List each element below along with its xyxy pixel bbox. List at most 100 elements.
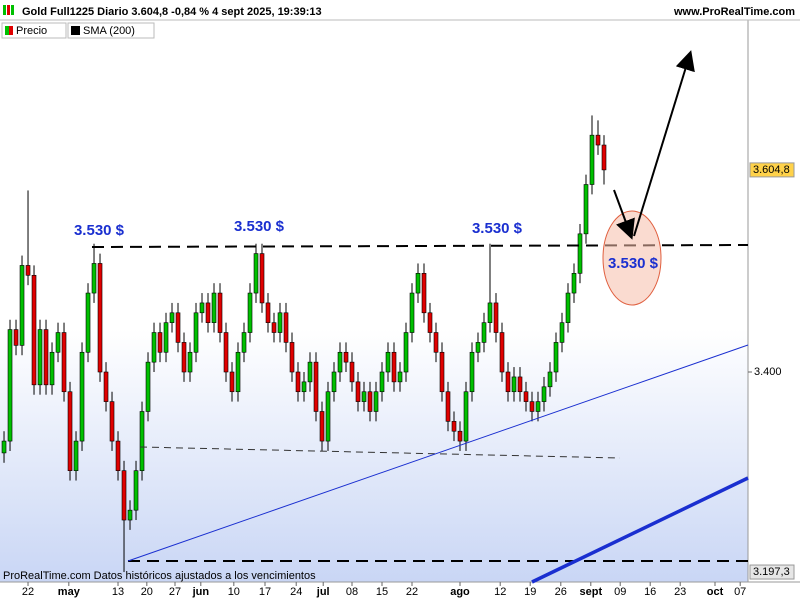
candle-body <box>559 322 565 343</box>
candle-body <box>199 302 205 314</box>
x-tick-label: 13 <box>112 586 124 598</box>
x-tick-label: 16 <box>644 586 656 598</box>
candle-body <box>37 329 43 386</box>
candle-body <box>571 273 577 294</box>
candle-body <box>349 361 355 383</box>
candle-body <box>421 273 427 314</box>
x-tick-label: jun <box>192 586 210 598</box>
candle-body <box>169 312 175 323</box>
candle-body <box>469 351 475 393</box>
candle-body <box>313 361 319 412</box>
legend-box[interactable] <box>1 22 67 39</box>
x-tick-label: 07 <box>734 586 746 598</box>
annotation: 3.530 $ <box>234 218 285 235</box>
candle-body <box>127 509 133 521</box>
candle-body <box>19 265 25 346</box>
candle-body <box>49 351 55 386</box>
legend-swatch <box>9 26 13 35</box>
candle-body <box>103 371 109 402</box>
x-tick-label: may <box>58 586 81 598</box>
icon <box>3 5 6 15</box>
candle-body <box>493 302 499 333</box>
candle-body <box>565 292 571 323</box>
candle-body <box>301 381 307 393</box>
candle-body <box>529 401 535 412</box>
candle-body <box>235 351 241 393</box>
candle-body <box>343 351 349 363</box>
candle-body <box>151 332 157 363</box>
candle-body <box>355 381 361 402</box>
candle-body <box>439 351 445 393</box>
drawings: 3.530 $ 3.530 $ 3.530 $ 3.530 $ <box>74 50 749 584</box>
icon <box>11 5 14 15</box>
annotation: 3.530 $ <box>608 255 659 272</box>
candle-body <box>133 470 139 511</box>
candle-body <box>373 391 379 412</box>
candle-body <box>535 401 541 412</box>
x-tick-label: 23 <box>674 586 686 598</box>
site-link[interactable]: www.ProRealTime.com <box>673 6 795 18</box>
candle-body <box>43 329 49 386</box>
candle-body <box>79 351 85 442</box>
candle-body <box>289 342 295 373</box>
candle-body <box>451 421 457 432</box>
candles <box>1 115 607 573</box>
candle-body <box>229 371 235 393</box>
candle-body <box>541 386 547 402</box>
candle-body <box>61 332 67 393</box>
candle-body <box>157 332 163 353</box>
candle-body <box>409 292 415 333</box>
x-tick-label: 08 <box>346 586 358 598</box>
candle-body <box>331 371 337 393</box>
candle-body <box>601 144 607 171</box>
candle-body <box>55 332 61 353</box>
x-tick-label: 15 <box>376 586 388 598</box>
candle-body <box>247 292 253 333</box>
candle-body <box>265 302 271 323</box>
candle-body <box>403 332 409 373</box>
candle-body <box>367 391 373 412</box>
candle-body <box>277 312 283 333</box>
candle-body <box>427 312 433 333</box>
candle-body <box>517 376 523 393</box>
x-tick-label: 12 <box>494 586 506 598</box>
candle-body <box>481 322 487 343</box>
candle-body <box>13 329 19 346</box>
candle-body <box>139 411 145 471</box>
resistance-line <box>91 244 749 248</box>
candle-body <box>259 253 265 304</box>
icon <box>7 5 10 15</box>
candle-body <box>211 292 217 323</box>
legend-swatch <box>71 26 80 35</box>
candle-body <box>547 371 553 388</box>
arrow <box>633 50 695 237</box>
x-tick-label: 20 <box>141 586 153 598</box>
candle-body <box>31 274 37 386</box>
trend-line <box>127 344 749 562</box>
candle-body <box>121 470 127 521</box>
price-label: 3.604,8 <box>753 164 790 176</box>
x-tick-label: jul <box>316 586 330 598</box>
price-label: 3.197,3 <box>753 566 790 578</box>
x-tick-label: oct <box>707 586 724 598</box>
candle-body <box>553 342 559 373</box>
candle-body <box>463 391 469 442</box>
x-tick-label: 22 <box>406 586 418 598</box>
candle-body <box>1 440 7 454</box>
candle-body <box>577 233 583 274</box>
candle-body <box>73 440 79 471</box>
price-label-box <box>749 564 795 580</box>
annotation: 3.530 $ <box>74 222 125 239</box>
candle-body <box>325 391 331 442</box>
candle-body <box>385 351 391 373</box>
legend-swatch <box>5 26 9 35</box>
candle-body <box>97 263 103 373</box>
candle-body <box>379 371 385 393</box>
legend-box[interactable] <box>67 22 155 39</box>
candle-body <box>67 391 73 471</box>
x-tick-label: 27 <box>169 586 181 598</box>
chart-title: Gold Full1225 Diario 3.604,8 -0,84 % 4 s… <box>22 6 322 18</box>
x-tick-label: 17 <box>259 586 271 598</box>
